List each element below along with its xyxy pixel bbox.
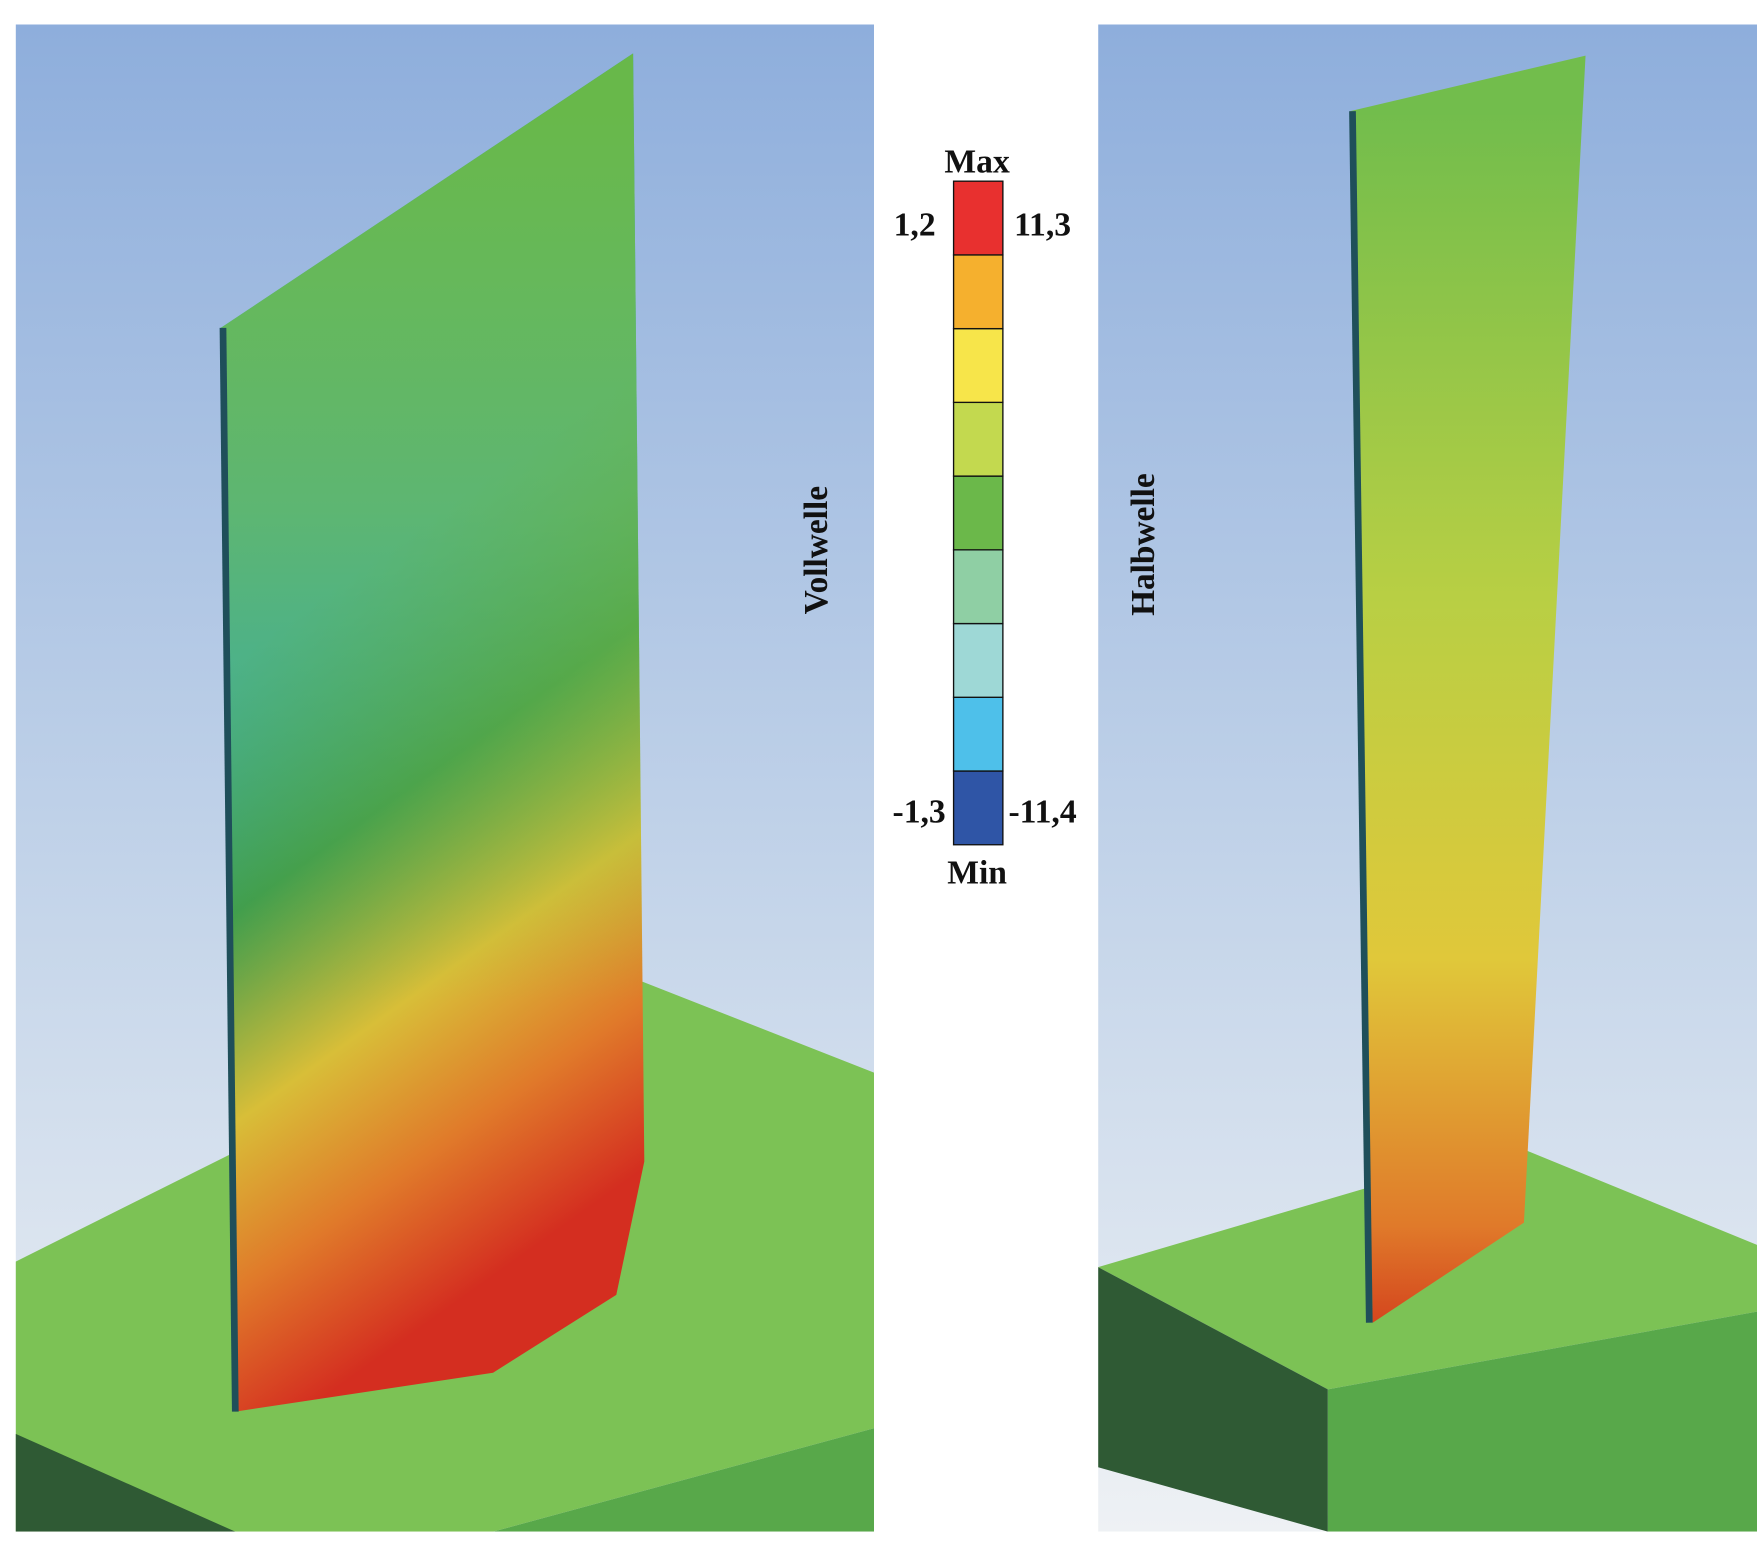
legend-max: Max [944,143,1010,180]
legend-min: Min [947,855,1007,892]
panel-label: Halbwelle [1125,473,1162,616]
legend-left-bottom: -1,3 [893,794,946,831]
legend-right-top: 11,3 [1014,207,1071,244]
legend-band [954,624,1003,698]
legend-right-bottom: -11,4 [1008,794,1076,831]
legend-band [954,771,1003,845]
right-panel [1098,24,1757,1531]
legend-band [954,550,1003,624]
legend-left-top: 1,2 [894,207,936,244]
page: Max Min 1,2 11,3 -1,3 -11,4 Vollwelle Ha… [0,0,1757,1545]
legend-band [954,181,1003,255]
legend-band [954,697,1003,771]
figure: Max Min 1,2 11,3 -1,3 -11,4 Vollwelle Ha… [0,0,1757,1545]
legend-band [954,255,1003,329]
legend-band [954,329,1003,403]
legend-band [954,402,1003,476]
left-panel [16,24,874,1531]
panel-label: Vollwelle [798,486,835,614]
color-legend: Max Min 1,2 11,3 -1,3 -11,4 [893,143,1077,891]
legend-band [954,476,1003,550]
